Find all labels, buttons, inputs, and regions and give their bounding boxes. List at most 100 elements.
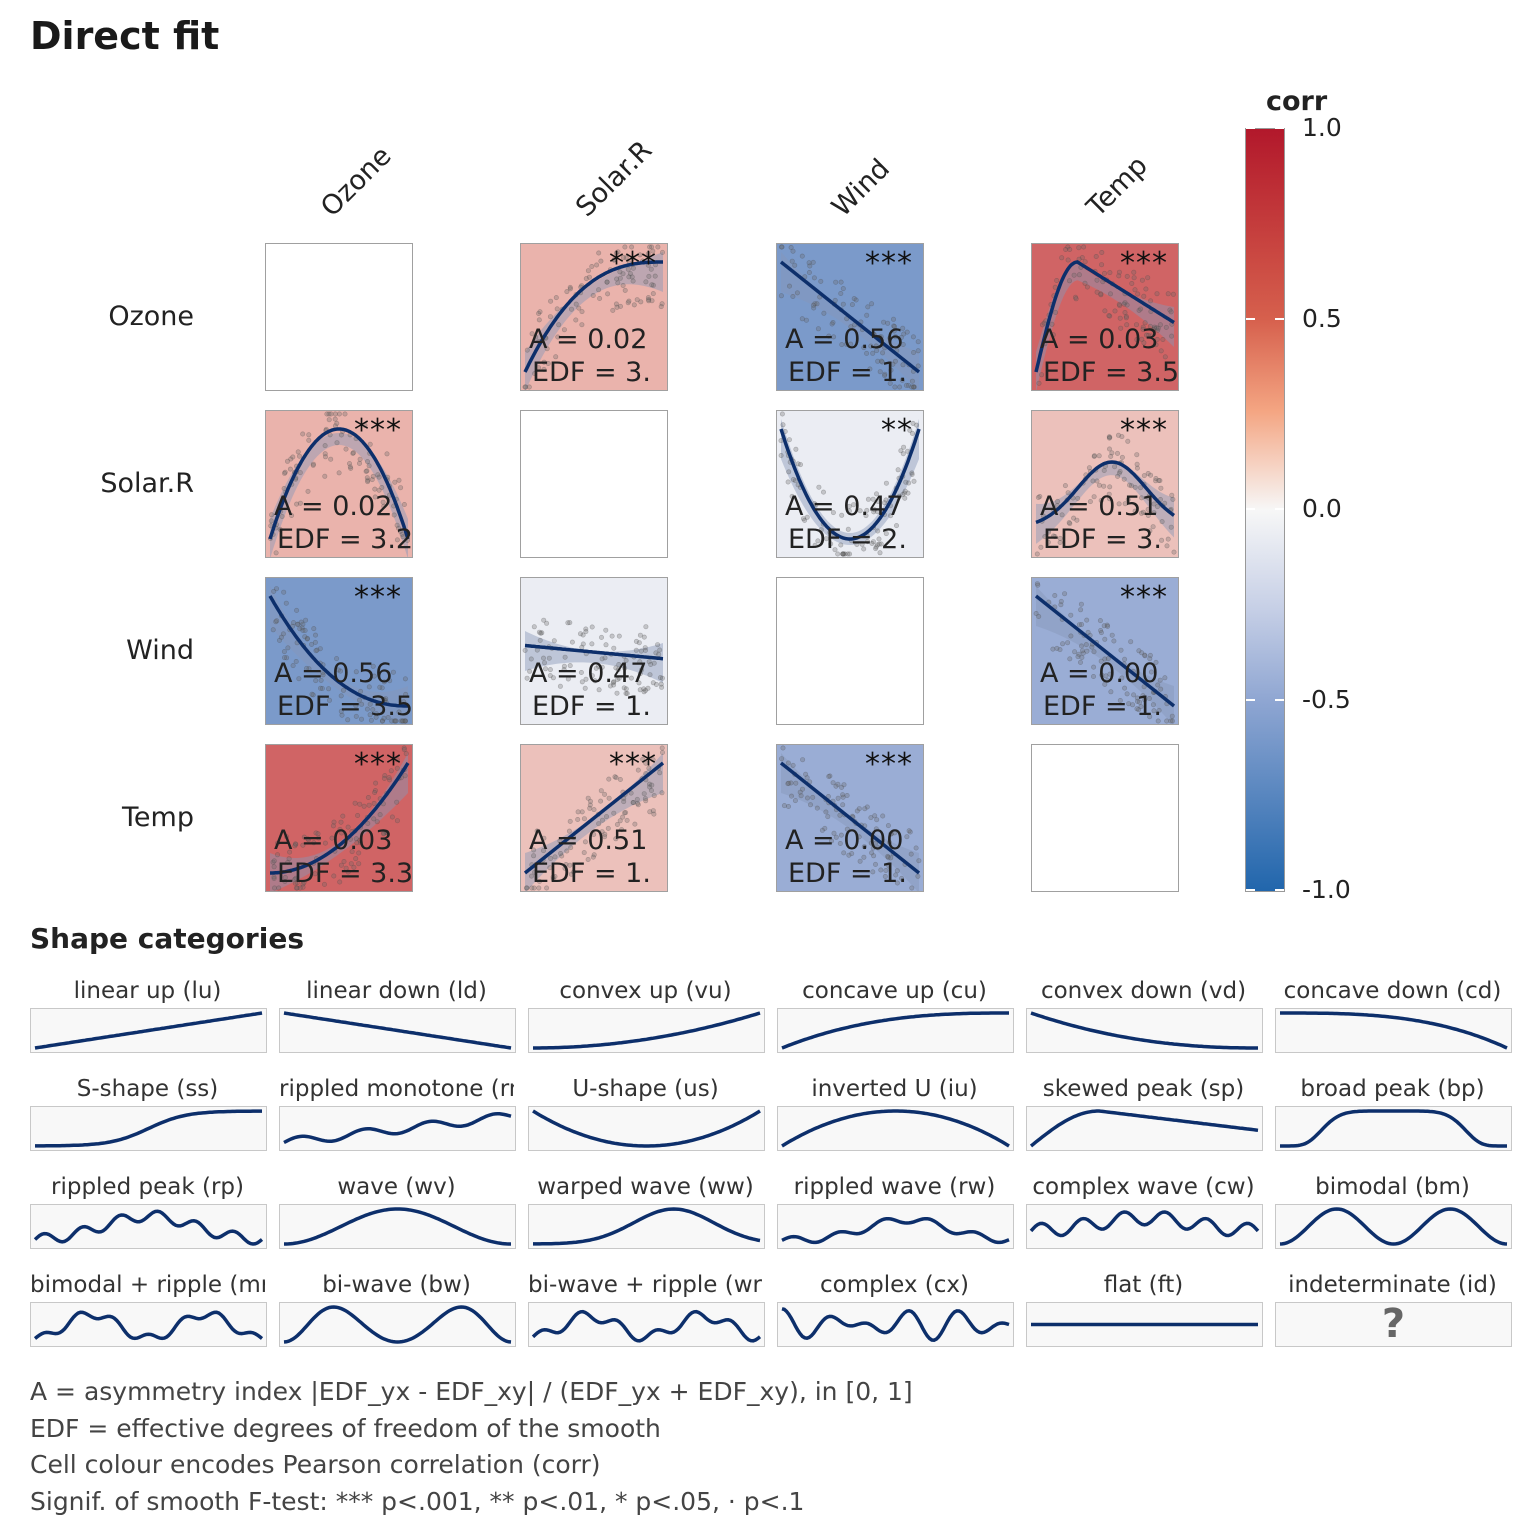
data-point <box>846 852 852 858</box>
data-point <box>1033 610 1039 616</box>
data-point <box>789 793 795 799</box>
data-point <box>338 819 344 825</box>
data-point <box>334 440 340 446</box>
data-point <box>839 784 845 790</box>
data-point <box>856 806 862 812</box>
data-point <box>1094 277 1100 283</box>
data-point <box>573 301 579 307</box>
data-point <box>390 669 396 675</box>
colorbar-tick <box>1246 698 1255 701</box>
data-point <box>910 420 916 426</box>
shape-curve <box>1030 1011 1258 1050</box>
data-point <box>1065 244 1071 250</box>
data-point <box>649 782 655 788</box>
data-point <box>341 859 347 865</box>
data-point <box>785 479 791 485</box>
data-point <box>585 795 591 801</box>
data-point <box>1148 333 1154 339</box>
data-point <box>828 541 834 547</box>
data-point <box>903 382 909 388</box>
data-point <box>915 348 921 354</box>
data-point <box>304 665 310 671</box>
data-point <box>641 686 647 692</box>
data-point <box>269 512 275 518</box>
shape-label: bimodal (bm) <box>1315 1174 1470 1200</box>
data-point <box>833 279 839 285</box>
data-point <box>807 263 813 269</box>
data-point <box>1122 501 1128 507</box>
data-point <box>270 627 276 633</box>
data-point <box>1139 495 1145 501</box>
data-point <box>292 880 298 886</box>
data-point <box>391 512 397 518</box>
data-point <box>1091 453 1097 459</box>
data-point <box>1155 325 1161 331</box>
data-point <box>870 496 876 502</box>
data-point <box>1076 245 1082 251</box>
data-point <box>881 319 887 325</box>
data-point <box>806 260 812 266</box>
matrix-cell: *** A = 0.02 EDF = 3.2 <box>265 410 413 558</box>
data-point <box>1108 689 1114 695</box>
data-point <box>287 849 293 855</box>
shape-curve <box>533 1207 761 1246</box>
data-point <box>579 809 585 815</box>
data-point <box>1164 543 1170 549</box>
data-point <box>604 814 610 820</box>
data-point <box>789 258 795 264</box>
data-point <box>1076 272 1082 278</box>
data-point <box>901 331 907 337</box>
data-point <box>1105 623 1111 629</box>
data-point <box>883 868 889 874</box>
data-point <box>847 551 853 557</box>
data-point <box>338 708 344 714</box>
data-point <box>575 817 581 823</box>
data-point <box>1107 484 1113 490</box>
data-point <box>274 586 280 592</box>
data-point <box>839 512 845 518</box>
data-point <box>359 716 365 722</box>
data-point <box>1041 320 1047 326</box>
data-point <box>589 641 595 647</box>
data-point <box>322 443 328 449</box>
shape-label: linear up (lu) <box>73 978 222 1004</box>
data-point <box>896 493 902 499</box>
data-point <box>345 824 351 830</box>
data-point <box>611 682 617 688</box>
data-point <box>599 634 605 640</box>
confidence-band <box>781 252 919 390</box>
data-point <box>1134 695 1140 701</box>
data-point <box>357 460 363 466</box>
data-point <box>598 788 604 794</box>
data-point <box>589 673 595 679</box>
data-point <box>297 500 303 506</box>
data-point <box>1107 671 1113 677</box>
data-point <box>792 798 798 804</box>
data-point <box>1141 684 1147 690</box>
data-point <box>864 350 870 356</box>
data-point <box>370 707 376 713</box>
data-point <box>1036 613 1042 619</box>
data-point <box>829 321 835 327</box>
data-point <box>887 839 893 845</box>
data-point <box>381 831 387 837</box>
significance-stars: ** <box>881 413 913 448</box>
shape-label: bi-wave + ripple (wr) <box>528 1272 763 1298</box>
data-point <box>599 656 605 662</box>
data-point <box>873 343 879 349</box>
data-point <box>910 384 916 390</box>
data-point <box>625 300 631 306</box>
data-point <box>868 815 874 821</box>
data-point <box>659 301 665 307</box>
data-point <box>1072 649 1078 655</box>
edf-label: EDF = 3. <box>532 357 651 388</box>
data-point <box>313 830 319 836</box>
data-point <box>320 670 326 676</box>
column-label: Temp <box>1081 150 1154 223</box>
data-point <box>1137 699 1143 705</box>
data-point <box>660 249 666 255</box>
data-point <box>348 465 354 471</box>
data-point <box>913 845 919 851</box>
data-point <box>652 273 658 279</box>
data-point <box>547 667 553 673</box>
